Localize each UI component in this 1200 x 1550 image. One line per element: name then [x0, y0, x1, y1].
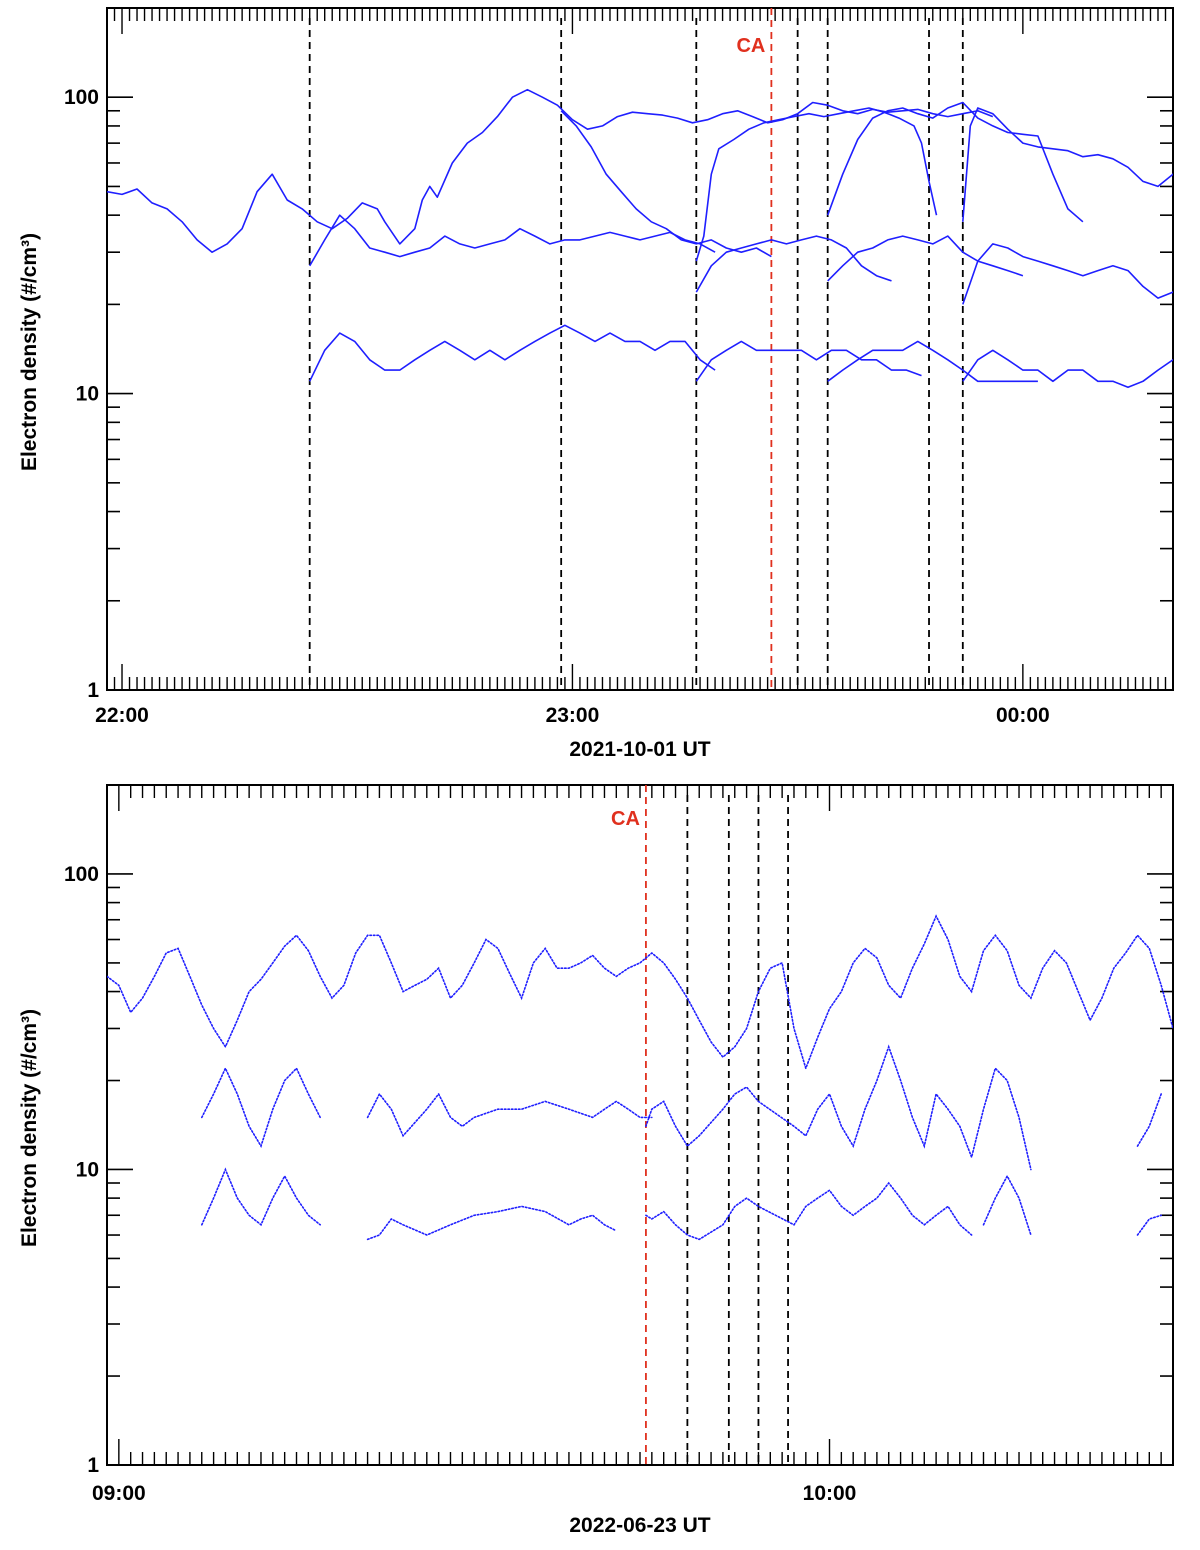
x-tick-label: 09:00 — [92, 1482, 146, 1505]
y-tick-label: 1 — [87, 1454, 99, 1477]
density-line — [826, 101, 1084, 223]
density-dots — [982, 1174, 1032, 1236]
y-tick-label: 100 — [64, 863, 99, 886]
density-line — [827, 340, 1038, 383]
bottom-panel: 1 10 100 09:00 10:00 2022-06-23 UT Electron de… — [18, 784, 1174, 1537]
density-dots — [645, 1181, 973, 1241]
ca-label: CA — [736, 35, 765, 57]
density-line — [309, 214, 716, 267]
density-line — [695, 235, 892, 293]
y-tick-label: 1 — [87, 679, 99, 702]
density-dots — [201, 1167, 321, 1227]
density-line — [962, 349, 1173, 389]
y-axis-title: Electron density (#/cm³) — [18, 233, 41, 471]
density-dots — [107, 914, 1173, 1071]
x-axis-title: 2021-10-01 UT — [569, 738, 710, 761]
plot-frame — [106, 784, 1174, 1466]
x-tick-label: 00:00 — [996, 704, 1050, 727]
plot-frame — [106, 7, 1174, 691]
y-tick-label: 100 — [64, 86, 99, 109]
top-panel: 1 10 100 22:00 23:00 00:00 2021-10-01 UT Electr… — [18, 7, 1174, 761]
x-tick-label: 23:00 — [546, 704, 600, 727]
y-axis-title: Electron density (#/cm³) — [18, 1009, 41, 1247]
density-line — [308, 324, 716, 382]
density-line — [962, 107, 1173, 222]
density-line — [560, 110, 772, 258]
density-line — [107, 88, 994, 253]
density-line — [962, 243, 1173, 305]
series-group — [107, 88, 1173, 389]
series-group — [107, 914, 1173, 1241]
y-tick-label: 10 — [76, 1158, 99, 1181]
density-dots — [366, 1205, 618, 1241]
density-line — [827, 235, 1024, 282]
x-tick-label: 22:00 — [95, 704, 149, 727]
density-dots — [366, 1092, 653, 1138]
density-dots — [1136, 1214, 1162, 1236]
x-tick-label: 10:00 — [803, 1482, 857, 1505]
density-line — [695, 107, 938, 262]
y-tick-label: 10 — [76, 383, 99, 406]
density-dots — [1136, 1093, 1162, 1147]
ca-label: CA — [611, 808, 640, 830]
density-line — [695, 340, 922, 382]
x-axis-title: 2022-06-23 UT — [569, 1514, 710, 1537]
density-dots — [201, 1066, 321, 1149]
density-dots — [645, 1044, 1032, 1171]
